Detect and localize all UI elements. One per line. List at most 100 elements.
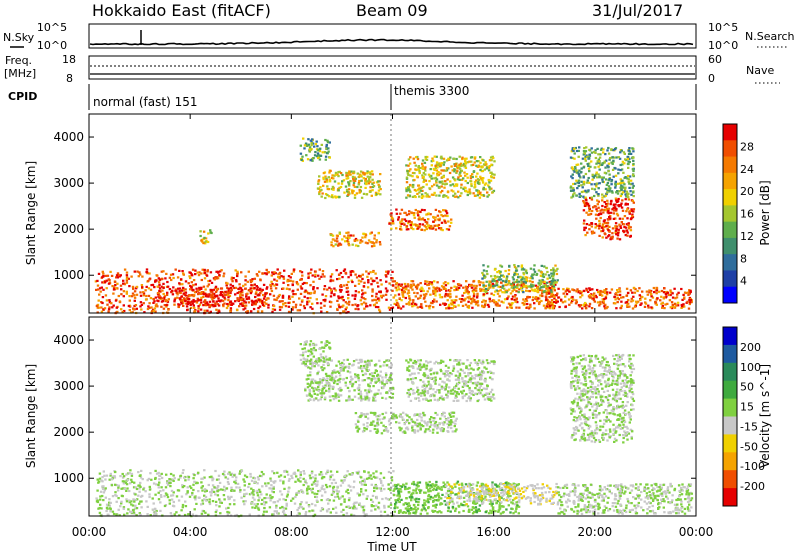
power-cell (231, 280, 234, 283)
velocity-cell (356, 492, 359, 495)
power-cell (605, 203, 608, 206)
power-cell (120, 293, 123, 296)
power-cell (392, 284, 395, 287)
power-cell (420, 228, 424, 231)
power-cell (538, 300, 541, 304)
power-cell (287, 279, 291, 282)
power-cell (536, 297, 540, 300)
power-cell (418, 171, 421, 175)
velocity-cell (169, 472, 173, 476)
power-cell (399, 228, 402, 231)
power-cell (512, 278, 515, 281)
velocity-cell (157, 471, 160, 474)
power-cell (566, 287, 569, 290)
velocity-cell (358, 503, 361, 506)
velocity-cell (159, 509, 162, 512)
velocity-cell (424, 503, 427, 506)
power-cell (98, 287, 102, 290)
power-cell (629, 179, 633, 182)
power-cell (458, 286, 461, 290)
power-cell (177, 303, 180, 306)
power-cell (111, 285, 114, 288)
power-cell (531, 277, 534, 280)
velocity-cell (319, 471, 323, 474)
velocity-cell (130, 500, 133, 503)
power-cell (671, 296, 675, 299)
power-cell (583, 226, 586, 229)
power-cell (162, 307, 166, 310)
power-cell (500, 300, 503, 303)
velocity-cell (182, 469, 185, 472)
power-cell (599, 153, 602, 156)
power-cell (317, 179, 321, 182)
power-cell (299, 278, 302, 281)
power-cell (543, 282, 546, 285)
power-cell (575, 299, 578, 302)
power-cell (639, 298, 642, 301)
power-cell (603, 222, 607, 225)
power-cell (482, 163, 486, 166)
power-cell (604, 194, 607, 197)
power-cell (498, 276, 501, 279)
power-cell (629, 218, 633, 221)
power-cell (472, 295, 476, 298)
velocity-cell (427, 493, 431, 497)
velocity-cell (117, 508, 120, 511)
velocity-cell (282, 482, 285, 485)
power-cell (585, 307, 588, 310)
power-cell (571, 298, 575, 301)
power-cell (391, 220, 395, 223)
power-cell (614, 229, 618, 232)
velocity-cell (507, 482, 510, 485)
velocity-cell (437, 492, 440, 495)
velocity-cell (332, 486, 335, 489)
velocity-cell (204, 495, 208, 499)
power-cell (482, 188, 485, 191)
power-cell (598, 224, 601, 228)
velocity-cell (258, 496, 261, 499)
power-cell (445, 289, 448, 292)
power-cell (200, 278, 203, 282)
power-cell (352, 170, 356, 173)
power-cell (412, 214, 416, 217)
power-cell (442, 174, 445, 177)
power-cell (205, 274, 209, 277)
velocity-cell (121, 480, 125, 483)
power-cell (316, 152, 320, 155)
power-cell (573, 152, 576, 155)
power-cell (541, 272, 545, 276)
power-cell (515, 290, 518, 293)
power-cell (586, 231, 589, 234)
power-cell (195, 290, 198, 293)
power-cell (457, 190, 460, 193)
power-cell (470, 302, 473, 305)
power-cell (623, 190, 626, 193)
power-cell (479, 161, 482, 164)
power-cell (441, 182, 444, 185)
power-cell (282, 281, 285, 284)
power-cell (611, 208, 614, 211)
power-cell (221, 294, 224, 297)
power-cell (570, 301, 573, 304)
power-cell (509, 306, 512, 309)
power-cell (593, 292, 596, 295)
velocity-cell (102, 485, 105, 488)
power-cell (538, 288, 542, 292)
velocity-cell (254, 506, 257, 509)
power-cell (406, 283, 410, 286)
power-cell (224, 298, 227, 301)
power-cell (484, 287, 488, 291)
power-cell (573, 147, 576, 150)
power-cell (311, 274, 314, 277)
power-cell (156, 299, 159, 302)
power-cell (603, 161, 606, 164)
power-cell (366, 175, 369, 178)
velocity-cell (272, 491, 275, 494)
velocity-cell (317, 490, 320, 493)
power-cell (107, 308, 111, 311)
velocity-cell (227, 506, 230, 509)
power-cell (198, 303, 202, 306)
power-cell (550, 301, 553, 304)
power-cell (459, 162, 463, 165)
